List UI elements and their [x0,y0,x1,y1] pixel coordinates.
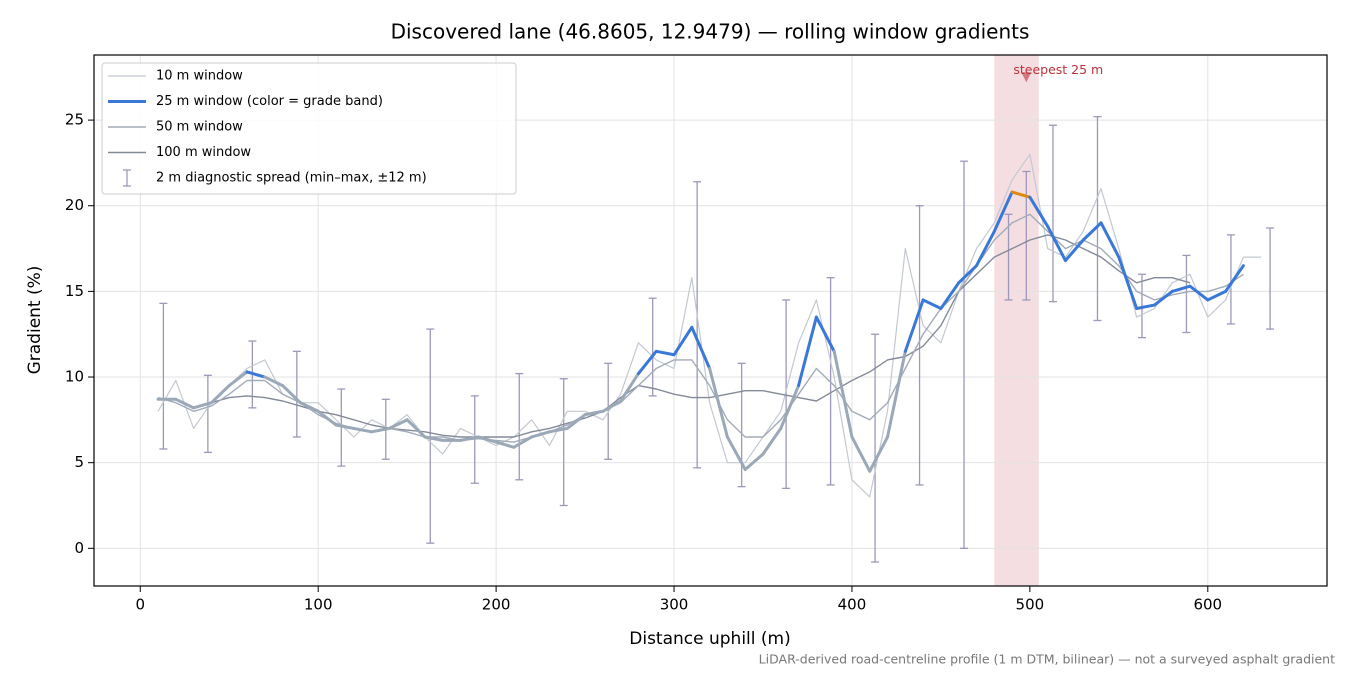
line-segment [298,401,320,413]
line-segment [868,435,890,473]
line-segment [850,435,872,473]
x-tick-label: 100 [304,596,333,614]
line-segment [316,409,338,427]
line-segment [1117,255,1139,311]
y-tick-label: 20 [65,196,84,214]
x-tick-label: 0 [135,596,145,614]
line-segment [957,264,978,285]
line-segment [1206,289,1228,302]
legend-label: 25 m window (color = grade band) [156,94,383,109]
line-segment [263,375,285,388]
line-segment [352,426,374,434]
footnote: LiDAR-derived road-centreline profile (1… [759,652,1335,667]
line-segment [708,366,729,439]
highlight-region [994,55,1039,586]
line-segment [974,229,996,268]
line-segment [1152,289,1174,307]
line-segment [761,426,783,456]
line-segment [245,370,267,379]
line-segment [797,315,818,388]
legend-label: 2 m diagnostic spread (min–max, ±12 m) [156,171,427,186]
line-segment [370,426,391,434]
line-segment [886,349,907,439]
annotation-marker [1021,72,1032,83]
line-segment [832,349,854,439]
line-segment [174,397,196,410]
line-segment [1099,221,1121,259]
line-segment [672,325,694,357]
line-segment [1081,221,1103,242]
line-segment [814,315,836,353]
plot-frame [93,54,1328,587]
line-segment [227,370,249,388]
line-segment [209,384,231,405]
line-segment [281,384,302,405]
line-segment [423,435,445,442]
line-segment [1046,224,1067,263]
y-tick-label: 25 [65,111,84,129]
legend-label: 10 m window [156,69,243,84]
annotation-label: steepest 25 m [1013,62,1103,77]
y-tick-label: 15 [65,282,84,300]
x-tick-label: 200 [482,596,511,614]
line-segment [1010,190,1032,199]
x-tick-label: 400 [838,596,867,614]
line-segment [476,435,498,444]
line [211,234,1191,438]
line-segment [334,423,356,430]
line-segment [779,384,801,430]
legend-label: 100 m window [156,145,251,160]
line-segment [1135,303,1156,311]
line-segment [601,399,623,413]
y-axis-label: Gradient (%) [25,266,45,375]
y-tick-label: 0 [74,539,84,557]
x-tick-label: 500 [1016,596,1045,614]
line-segment [1063,238,1085,263]
legend-label: 50 m window [156,120,243,135]
x-tick-label: 600 [1193,596,1222,614]
line-segment [387,418,409,430]
line-segment [512,435,534,449]
line-segment [547,426,569,434]
y-tick-label: 5 [74,453,84,471]
line-segment [903,298,925,353]
x-tick-label: 300 [660,596,689,614]
line-segment [494,440,516,449]
x-axis-label: Distance uphill (m) [629,629,790,649]
line-segment [459,435,480,442]
line-segment [530,430,551,439]
line-segment [1188,284,1210,302]
line-segment [1224,264,1245,293]
line-segment [921,298,943,311]
line-segment [619,372,640,403]
y-tick-label: 10 [65,368,84,386]
line-segment [725,435,747,472]
line-segment [405,418,427,439]
line-segment [654,349,676,357]
line-segment [565,413,587,430]
line-segment [1170,284,1192,293]
chart-title: Discovered lane (46.8605, 12.9479) — rol… [391,20,1030,44]
line-segment [583,409,605,417]
line-segment [192,401,213,410]
line-segment [1028,195,1050,228]
line-segment [939,281,961,311]
legend-box [101,62,517,195]
line-segment [636,349,658,376]
line-segment [690,325,712,370]
line-segment [992,190,1014,233]
line-segment [743,452,765,472]
